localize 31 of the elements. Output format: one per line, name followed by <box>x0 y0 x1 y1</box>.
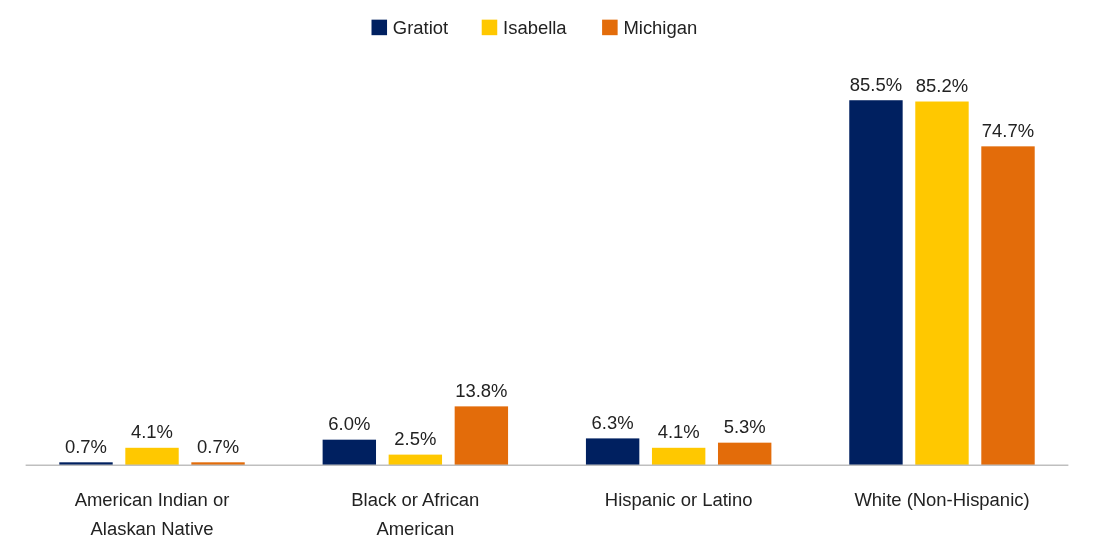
bar <box>125 447 179 466</box>
bar <box>981 146 1035 466</box>
data-label: 85.5% <box>849 73 903 95</box>
bar <box>388 454 443 466</box>
data-label: 74.7% <box>981 119 1035 141</box>
data-label: 0.7% <box>64 435 108 457</box>
x-tick-label: White (Non-Hispanic) <box>854 489 1030 511</box>
x-tick-label: American Indian or Alaskan Native <box>74 489 230 540</box>
bar <box>454 406 509 466</box>
data-label: 4.1% <box>131 421 174 443</box>
bar <box>651 447 706 466</box>
legend-label: Isabella <box>503 17 568 39</box>
bar <box>322 439 377 466</box>
bar <box>585 438 640 466</box>
bar <box>59 462 113 466</box>
legend-label: Michigan <box>623 17 698 39</box>
x-tick-label: Hispanic or Latino <box>604 489 753 511</box>
bar <box>915 101 969 466</box>
bar <box>849 100 903 466</box>
bar <box>717 442 772 466</box>
data-label: 2.5% <box>394 427 437 449</box>
data-label: 4.1% <box>657 421 700 443</box>
data-label: 6.3% <box>591 411 634 433</box>
legend-label: Gratiot <box>392 17 449 39</box>
data-label: 13.8% <box>455 379 508 401</box>
data-label: 0.7% <box>197 435 240 457</box>
data-label: 6.0% <box>328 412 371 434</box>
x-tick-label: Black or African American <box>351 489 480 540</box>
bar <box>191 462 245 466</box>
data-label: 5.3% <box>723 415 766 437</box>
data-label: 85.2% <box>915 74 969 96</box>
